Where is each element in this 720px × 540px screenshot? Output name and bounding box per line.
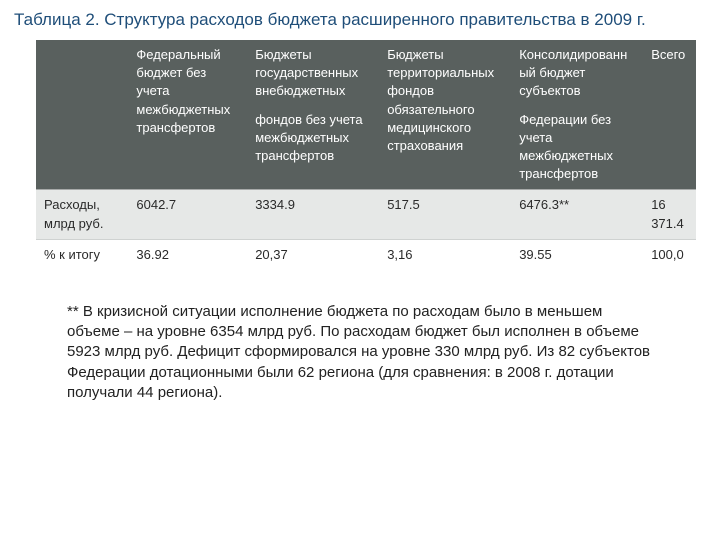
col-header-4: Консолидированный бюджет субъектов Федер… [511,40,643,190]
row-label: % к итогу [36,239,128,270]
row-label: Расходы, млрд руб. [36,190,128,239]
cell: 6476.3** [511,190,643,239]
col-header-2: Бюджеты государственных внебюджетных фон… [247,40,379,190]
table-caption: Таблица 2. Структура расходов бюджета ра… [14,10,708,30]
col-header-2-p1: Бюджеты государственных внебюджетных [255,46,371,101]
col-header-0 [36,40,128,190]
col-header-1: Федеральный бюджет без учета межбюджетны… [128,40,247,190]
col-header-5: Всего [643,40,696,190]
cell: 39.55 [511,239,643,270]
cell: 3,16 [379,239,511,270]
cell: 517.5 [379,190,511,239]
table-row: % к итогу 36.92 20,37 3,16 39.55 100,0 [36,239,696,270]
cell: 20,37 [247,239,379,270]
cell: 16 371.4 [643,190,696,239]
cell: 36.92 [128,239,247,270]
col-header-2-p2: фондов без учета межбюджетных трансферто… [255,111,371,166]
col-header-4-p1: Консолидированный бюджет субъектов [519,46,635,101]
col-header-3: Бюджеты территориальных фондов обязатель… [379,40,511,190]
col-header-4-p2: Федерации без учета межбюджетных трансфе… [519,111,635,184]
budget-table: Федеральный бюджет без учета межбюджетны… [36,40,696,270]
table-container: Федеральный бюджет без учета межбюджетны… [36,40,696,270]
table-row: Расходы, млрд руб. 6042.7 3334.9 517.5 6… [36,190,696,239]
cell: 3334.9 [247,190,379,239]
footnote-text: ** В кризисной ситуации исполнение бюдже… [67,302,653,403]
table-header-row: Федеральный бюджет без учета межбюджетны… [36,40,696,190]
cell: 6042.7 [128,190,247,239]
page-root: Таблица 2. Структура расходов бюджета ра… [0,0,720,540]
cell: 100,0 [643,239,696,270]
